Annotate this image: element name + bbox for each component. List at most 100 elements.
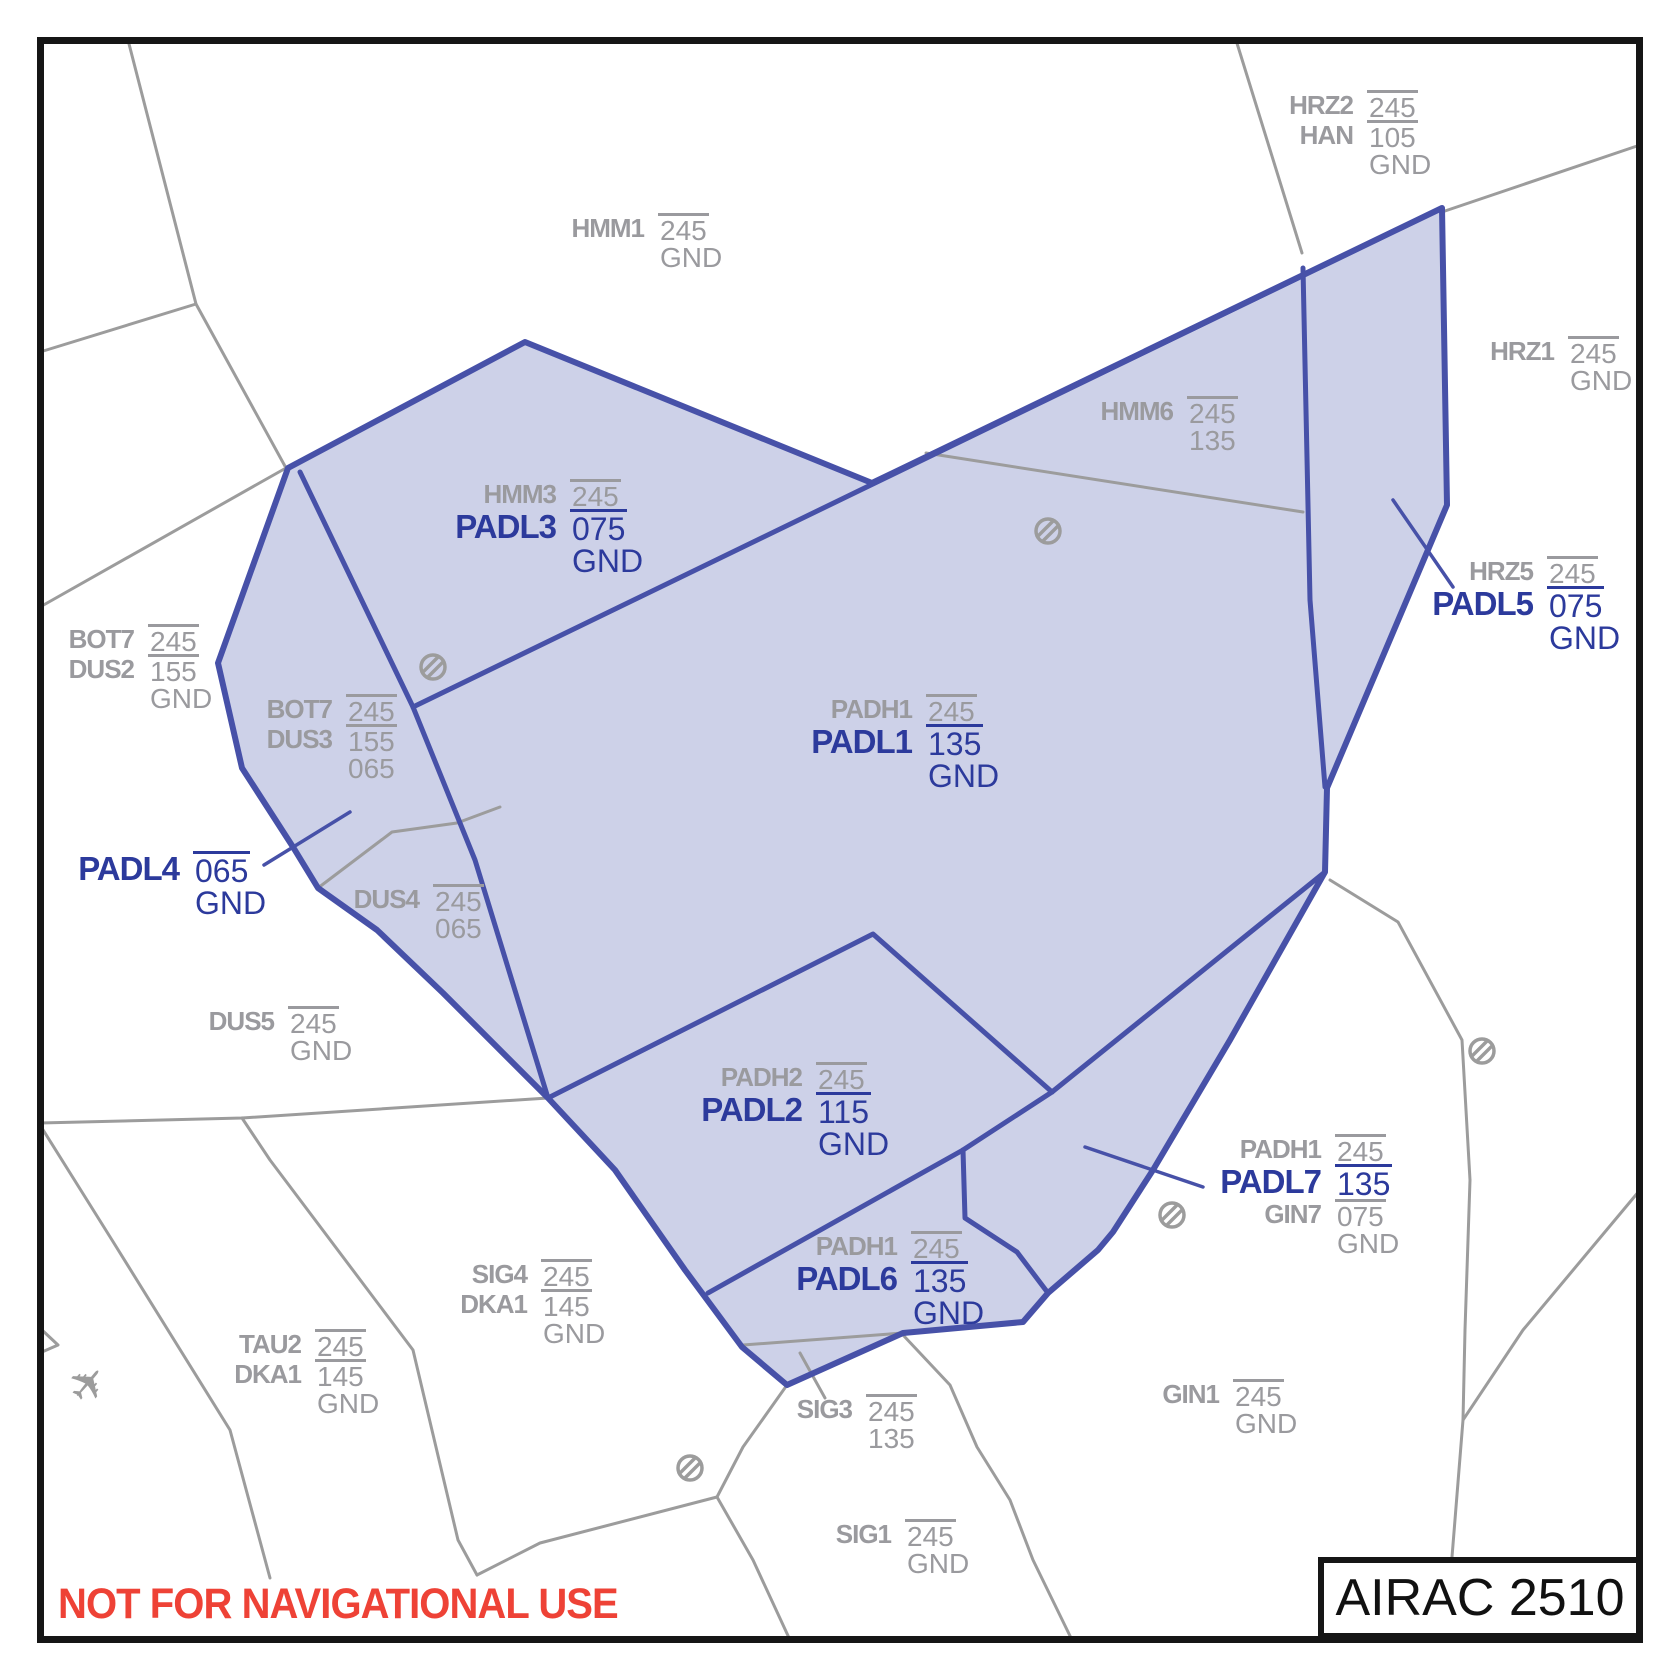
vertical-limit: 145 bbox=[541, 1289, 592, 1322]
boundary-hrz2-west-boundary bbox=[1234, 38, 1304, 255]
sector-name bbox=[69, 684, 134, 714]
sector-name: GIN1 bbox=[1162, 1379, 1220, 1409]
sector-name: DKA1 bbox=[234, 1359, 302, 1389]
no-entry-icon bbox=[419, 653, 447, 681]
vertical-limit: GND bbox=[195, 885, 267, 921]
vertical-limit: 245 bbox=[1233, 1379, 1284, 1412]
vertical-limit: GND bbox=[572, 543, 644, 579]
sector-name bbox=[571, 243, 644, 273]
boundary-tau-west-boundary bbox=[38, 1123, 272, 1580]
padl6-padl7-divider bbox=[960, 1147, 1051, 1296]
sector-name: HAN bbox=[1299, 120, 1354, 150]
vertical-limit: GND bbox=[928, 758, 1000, 794]
boundary-sig3-sliver-boundary bbox=[741, 1331, 905, 1347]
boundary-dus4-north-boundary bbox=[316, 805, 502, 890]
vertical-limit: 245 bbox=[570, 479, 621, 512]
sector-label-hmm6: HMM6 245 135 bbox=[1100, 396, 1238, 456]
sector-name bbox=[455, 544, 556, 579]
sector-name: SIG3 bbox=[796, 1394, 853, 1424]
vertical-limit: 245 bbox=[866, 1394, 917, 1427]
vertical-limit: GND bbox=[543, 1318, 606, 1349]
sector-name: PADL2 bbox=[701, 1091, 803, 1128]
boundary-gin-ne-boundary bbox=[1461, 1188, 1642, 1422]
sector-label-padh1-padl6: PADH1 PADL6 245 135 GND bbox=[796, 1231, 986, 1331]
boundary-tau-sig-boundary bbox=[240, 1116, 479, 1577]
no-entry-icon bbox=[1158, 1201, 1186, 1229]
sector-label-tau2-dka1: TAU2 DKA1 245 145 GND bbox=[234, 1329, 381, 1419]
sector-label-hmm3-padl3: HMM3 PADL3 245 075 GND bbox=[455, 479, 645, 579]
sector-name bbox=[460, 1319, 527, 1349]
boundary-sig1-west-boundary bbox=[715, 1495, 792, 1642]
sector-label-gin1: GIN1 245 GND bbox=[1162, 1379, 1299, 1439]
vertical-limit: GND bbox=[290, 1035, 353, 1066]
sector-name bbox=[797, 1424, 852, 1454]
sector-name: TAU2 bbox=[239, 1329, 302, 1359]
padl3-padl1-divider bbox=[410, 205, 1445, 710]
vertical-limit: 135 bbox=[1189, 425, 1236, 456]
vertical-limit: 135 bbox=[1335, 1164, 1393, 1202]
vertical-limit: 075 bbox=[570, 509, 628, 547]
vertical-limit: 245 bbox=[541, 1259, 592, 1292]
boundary-frame-chevron bbox=[40, 1328, 60, 1354]
sector-label-bot7-dus3: BOT7 DUS3 245 155 065 bbox=[267, 694, 397, 784]
padl1-padl7-divider bbox=[1049, 869, 1328, 1095]
sector-name bbox=[1162, 1409, 1219, 1439]
boundary-hmm6-south-boundary bbox=[924, 451, 1305, 514]
sector-name: HRZ5 bbox=[1469, 556, 1534, 586]
sector-label-hmm1: HMM1 245 GND bbox=[571, 213, 724, 273]
vertical-limit: 135 bbox=[911, 1261, 969, 1299]
sector-name: HMM1 bbox=[571, 213, 645, 243]
vertical-limit: GND bbox=[1337, 1228, 1400, 1259]
vertical-limit: 245 bbox=[658, 213, 709, 246]
sector-name bbox=[267, 754, 332, 784]
boundary-west-boundary bbox=[38, 466, 288, 609]
airac-cycle-box: AIRAC 2510 bbox=[1318, 1557, 1642, 1639]
padl7-leader bbox=[1083, 1145, 1205, 1189]
sector-label-hrz1: HRZ1 245 GND bbox=[1490, 336, 1634, 396]
vertical-limit: GND bbox=[818, 1126, 890, 1162]
vertical-limit: 135 bbox=[926, 724, 984, 762]
vertical-limit: 245 bbox=[905, 1519, 956, 1552]
sector-name bbox=[796, 1296, 897, 1331]
no-entry-icon bbox=[1034, 517, 1062, 545]
vertical-limit: 065 bbox=[193, 851, 251, 889]
sector-name: DUS2 bbox=[68, 654, 135, 684]
sector-label-bot7-dus2: BOT7 DUS2 245 155 GND bbox=[69, 624, 214, 714]
vertical-limit: GND bbox=[913, 1295, 985, 1331]
vertical-limit: 245 bbox=[926, 694, 977, 727]
sector-name bbox=[354, 914, 419, 944]
sector-name: PADL3 bbox=[455, 508, 557, 545]
sector-name bbox=[701, 1127, 802, 1162]
no-entry-icon bbox=[1468, 1037, 1496, 1065]
vertical-limit: GND bbox=[907, 1548, 970, 1579]
sector-label-hrz2-han: HRZ2 HAN 245 105 GND bbox=[1289, 90, 1433, 180]
sector-name bbox=[1432, 621, 1533, 656]
padl4-leader bbox=[262, 810, 352, 867]
sector-name: HRZ2 bbox=[1289, 90, 1354, 120]
vertical-limit: GND bbox=[660, 242, 723, 273]
vertical-limit: 245 bbox=[1547, 556, 1598, 589]
sector-label-padl4: PADL4 065 GND bbox=[78, 851, 268, 921]
vertical-limit: 155 bbox=[346, 724, 397, 757]
boundary-sig3-west-boundary bbox=[715, 1383, 789, 1499]
padl2-north-divider bbox=[545, 931, 1055, 1101]
vertical-limit: 065 bbox=[435, 913, 482, 944]
vertical-limit: 075 bbox=[1547, 586, 1605, 624]
sector-name bbox=[1100, 426, 1173, 456]
sector-name bbox=[78, 886, 179, 921]
vertical-limit: 245 bbox=[1568, 336, 1619, 369]
vertical-limit: 115 bbox=[816, 1092, 872, 1130]
vertical-limit: GND bbox=[1570, 365, 1633, 396]
sector-name: DUS3 bbox=[266, 724, 333, 754]
vertical-limit: 245 bbox=[911, 1231, 962, 1264]
sector-name: PADH2 bbox=[720, 1062, 803, 1092]
vertical-limit: 245 bbox=[1335, 1134, 1386, 1167]
padl-sector-region bbox=[218, 208, 1447, 1385]
airac-cycle-label: AIRAC 2510 bbox=[1335, 1569, 1625, 1627]
sector-name: SIG4 bbox=[471, 1259, 528, 1289]
boundary-nw-boundary-1 bbox=[126, 38, 288, 470]
sector-name: PADL1 bbox=[811, 723, 913, 760]
vertical-limit: GND bbox=[1549, 620, 1621, 656]
sector-label-sig4-dka1: SIG4 DKA1 245 145 GND bbox=[460, 1259, 607, 1349]
sector-name: BOT7 bbox=[266, 694, 333, 724]
